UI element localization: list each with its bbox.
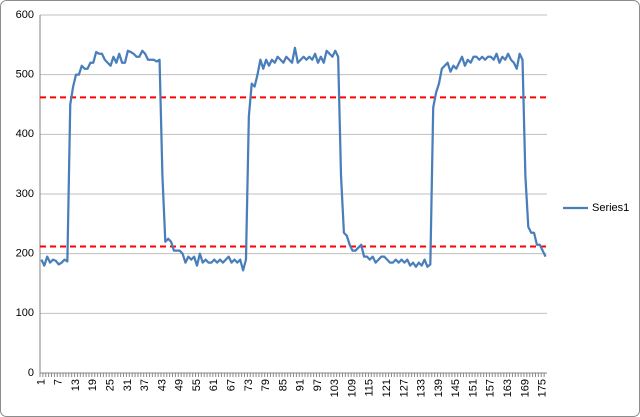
x-tick-label: 145: [450, 379, 462, 397]
x-tick-label: 73: [243, 379, 255, 391]
x-tick-label: 49: [174, 379, 186, 391]
x-tick-label: 157: [485, 379, 497, 397]
y-tick-label: 200: [16, 248, 34, 260]
x-tick-label: 55: [191, 379, 203, 391]
x-tick-label: 103: [329, 379, 341, 397]
x-tick-label: 61: [208, 379, 220, 391]
y-tick-label: 500: [16, 69, 34, 81]
x-tick-label: 115: [364, 379, 376, 397]
x-tick-label: 169: [519, 379, 531, 397]
x-tick-label: 151: [467, 379, 479, 397]
x-tick-label: 121: [381, 379, 393, 397]
x-tick-label: 25: [104, 379, 116, 391]
x-tick-label: 163: [502, 379, 514, 397]
x-tick-label: 139: [433, 379, 445, 397]
y-tick-label: 600: [16, 9, 34, 21]
x-tick-label: 67: [225, 379, 237, 391]
x-tick-label: 1: [35, 379, 47, 385]
x-tick-label: 19: [87, 379, 99, 391]
x-tick-label: 31: [122, 379, 134, 391]
x-tick-label: 109: [346, 379, 358, 397]
x-tick-label: 97: [312, 379, 324, 391]
y-tick-label: 0: [28, 367, 34, 379]
x-tick-label: 133: [416, 379, 428, 397]
x-tick-label: 91: [295, 379, 307, 391]
y-tick-label: 300: [16, 188, 34, 200]
y-tick-label: 400: [16, 128, 34, 140]
y-tick-label: 100: [16, 307, 34, 319]
x-tick-label: 37: [139, 379, 151, 391]
x-tick-label: 85: [277, 379, 289, 391]
x-tick-label: 7: [53, 379, 65, 385]
x-tick-label: 13: [70, 379, 82, 391]
x-tick-label: 175: [537, 379, 549, 397]
line-series: [40, 46, 547, 272]
legend-label: Series1: [592, 202, 629, 214]
x-tick-label: 79: [260, 379, 272, 391]
x-tick-label: 127: [398, 379, 410, 397]
x-tick-label: 43: [156, 379, 168, 391]
